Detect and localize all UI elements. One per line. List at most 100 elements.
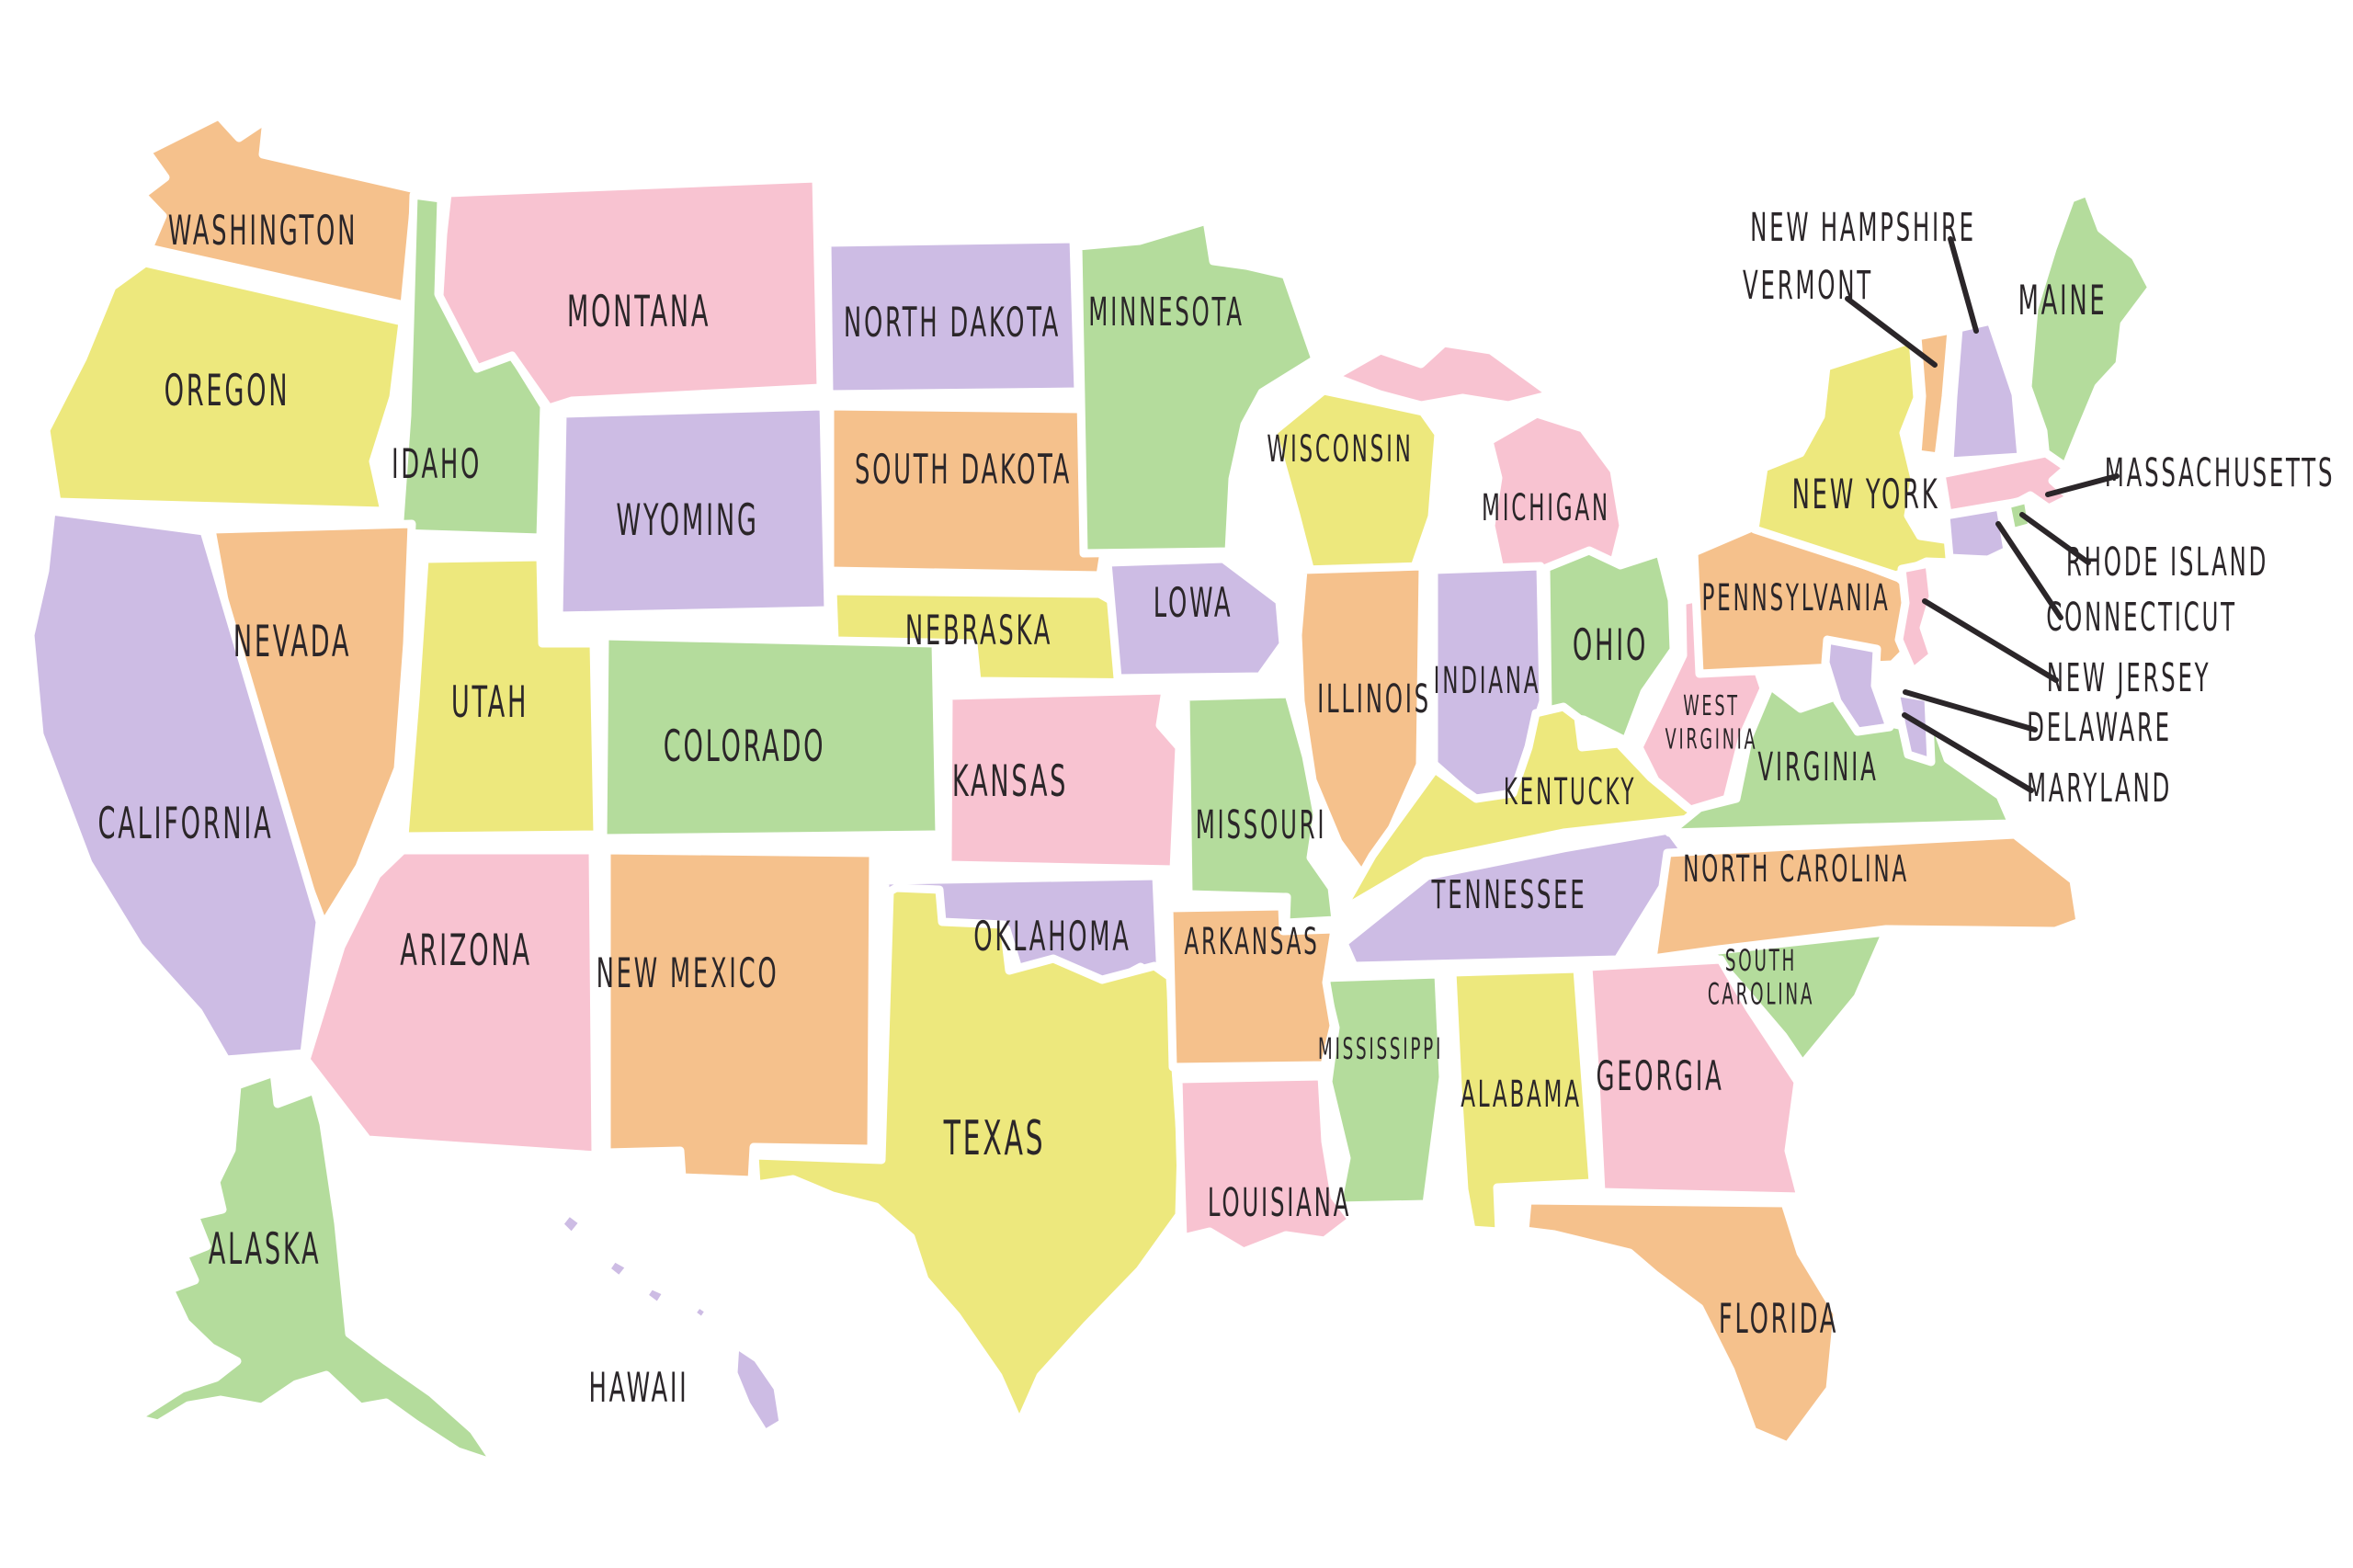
state-shape-montana[interactable]	[435, 174, 825, 413]
state-shape-new-york[interactable]	[1750, 335, 1993, 580]
state-label-maryland: MARYLAND	[2027, 767, 2169, 812]
state-label-text-mississippi-0: MISSISSIPPI	[1318, 1033, 1443, 1067]
state-label-text-florida-0: FLORIDA	[1719, 1294, 1838, 1343]
state-label-illinois: ILLINOIS	[1317, 677, 1428, 722]
state-iowa	[1103, 554, 1288, 683]
state-label-florida: FLORIDA	[1719, 1294, 1838, 1343]
state-shape-oregon[interactable]	[41, 258, 407, 516]
state-shape-michigan-0[interactable]	[1329, 338, 1556, 410]
state-label-text-utah-0: UTAH	[451, 677, 529, 728]
state-connecticut	[1941, 502, 2012, 564]
state-label-mississippi: MISSISSIPPI	[1318, 1033, 1443, 1067]
state-label-colorado: COLORADO	[664, 722, 824, 772]
state-label-text-south-carolina-0: SOUTH	[1725, 945, 1797, 979]
state-label-arkansas: ARKANSAS	[1184, 920, 1319, 963]
state-mississippi	[1319, 970, 1448, 1210]
state-label-virginia: VIRGINIA	[1757, 745, 1875, 790]
state-label-text-new-york-0: NEW YORK	[1792, 470, 1940, 518]
state-label-text-nevada-0: NEVADA	[233, 617, 351, 667]
state-label-text-west-virginia-0: WEST	[1683, 689, 1740, 722]
state-label-connecticut: CONNECTICUT	[2046, 596, 2234, 641]
state-tennessee	[1339, 825, 1689, 971]
state-shape-kansas[interactable]	[943, 686, 1184, 874]
callout-line-connecticut	[1995, 521, 2063, 620]
state-shape-hawaii-2[interactable]	[639, 1280, 672, 1312]
state-shape-wyoming[interactable]	[554, 402, 833, 620]
state-label-north-carolina: NORTH CAROLINA	[1683, 847, 1906, 891]
state-shape-mississippi[interactable]	[1319, 970, 1448, 1210]
state-shape-tennessee[interactable]	[1339, 825, 1689, 971]
state-shape-vermont[interactable]	[1913, 325, 1956, 461]
state-louisiana	[1174, 1072, 1357, 1256]
state-wyoming	[554, 402, 833, 620]
state-shape-alaska[interactable]	[131, 1068, 501, 1469]
state-shape-hawaii-1[interactable]	[601, 1253, 635, 1285]
state-shape-utah[interactable]	[400, 552, 602, 841]
state-shape-new-jersey[interactable]	[1894, 559, 1938, 676]
state-label-text-vermont-0: VERMONT	[1743, 264, 1873, 309]
state-shape-texas[interactable]	[750, 883, 1186, 1428]
state-label-massachusetts: MASSACHUSETTS	[2105, 451, 2335, 496]
state-shape-colorado[interactable]	[598, 631, 944, 843]
state-label-north-dakota: NORTH DAKOTA	[844, 298, 1061, 347]
state-alaska	[131, 1068, 501, 1469]
state-washington	[138, 111, 420, 310]
state-minnesota	[1074, 216, 1320, 558]
state-shape-missouri[interactable]	[1181, 689, 1340, 927]
state-shape-alabama[interactable]	[1448, 964, 1597, 1236]
callout-line-delaware	[1903, 689, 2038, 733]
state-alabama	[1448, 964, 1597, 1236]
state-shape-north-carolina[interactable]	[1648, 830, 2085, 963]
state-shape-minnesota[interactable]	[1074, 216, 1320, 558]
state-label-text-texas-0: TEXAS	[943, 1110, 1045, 1165]
state-shape-hawaii-3[interactable]	[687, 1299, 714, 1326]
state-label-montana: MONTANA	[567, 287, 709, 337]
state-shape-arizona[interactable]	[301, 846, 600, 1160]
state-label-idaho: IDAHO	[392, 439, 482, 488]
state-shape-rhode-island[interactable]	[2002, 494, 2037, 537]
state-shape-connecticut[interactable]	[1941, 502, 2012, 564]
state-label-georgia: GEORGIA	[1597, 1051, 1724, 1100]
state-shape-wisconsin[interactable]	[1268, 386, 1443, 605]
state-shape-iowa[interactable]	[1103, 554, 1288, 683]
state-shape-louisiana[interactable]	[1174, 1072, 1357, 1256]
state-label-maine: MAINE	[2018, 276, 2105, 324]
state-shape-georgia[interactable]	[1584, 955, 1805, 1201]
state-label-washington: WASHINGTON	[168, 206, 356, 255]
state-label-text-georgia-0: GEORGIA	[1597, 1051, 1724, 1100]
state-shape-new-mexico[interactable]	[602, 846, 878, 1185]
state-label-text-idaho-0: IDAHO	[392, 439, 482, 488]
state-label-text-oregon-0: OREGON	[165, 366, 290, 416]
state-label-text-massachusetts-0: MASSACHUSETTS	[2105, 451, 2335, 496]
state-label-new-hampshire: NEW HAMPSHIRE	[1750, 206, 1973, 251]
state-label-alabama: ALABAMA	[1461, 1073, 1579, 1116]
state-label-text-arkansas-0: ARKANSAS	[1184, 920, 1319, 963]
state-label-ohio: OHIO	[1573, 620, 1645, 671]
state-shape-california[interactable]	[26, 506, 324, 1064]
state-label-text-hawaii-0: HAWAII	[588, 1363, 688, 1412]
state-rhode-island	[2002, 494, 2037, 537]
callout-line-new-jersey	[1922, 598, 2059, 683]
state-shape-washington[interactable]	[138, 111, 420, 310]
state-label-text-new-mexico-0: NEW MEXICO	[597, 949, 779, 997]
state-shape-illinois[interactable]	[1293, 562, 1427, 881]
state-oregon	[41, 258, 407, 516]
state-shape-hawaii-0[interactable]	[554, 1207, 588, 1242]
callout-line-vermont	[1845, 296, 1938, 368]
state-new-jersey	[1894, 559, 1938, 676]
state-label-text-south-dakota-0: SOUTH DAKOTA	[855, 445, 1072, 494]
state-label-wisconsin: WISCONSIN	[1267, 427, 1411, 471]
state-label-text-north-dakota-0: NORTH DAKOTA	[844, 298, 1061, 347]
state-shape-maryland-0[interactable]	[1821, 635, 1894, 736]
state-hawaii	[554, 1207, 788, 1438]
state-label-missouri: MISSOURI	[1196, 803, 1324, 848]
state-label-minnesota: MINNESOTA	[1088, 290, 1244, 335]
state-label-text-minnesota-0: MINNESOTA	[1088, 290, 1244, 335]
state-label-wyoming: WYOMING	[616, 495, 756, 546]
state-utah	[400, 552, 602, 841]
state-shape-florida[interactable]	[1520, 1196, 1842, 1450]
state-shape-hawaii-4[interactable]	[729, 1339, 788, 1438]
